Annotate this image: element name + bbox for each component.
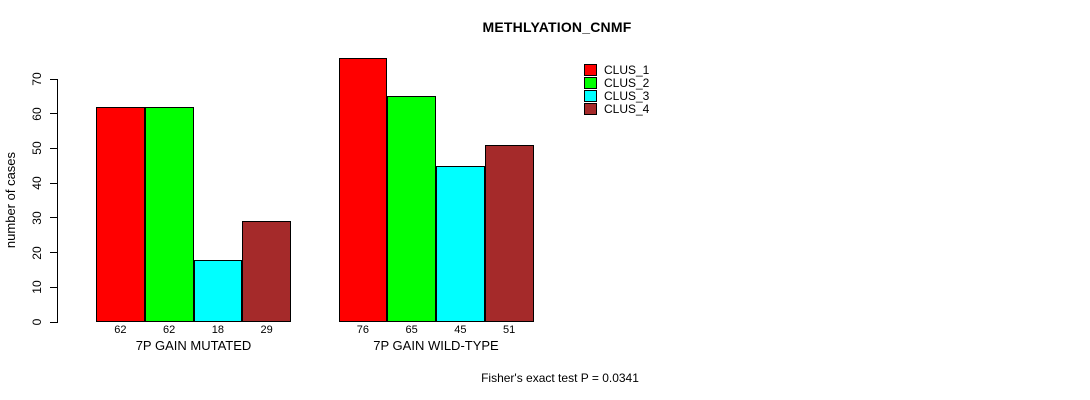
y-axis-line xyxy=(57,79,58,323)
stat-annotation: Fisher's exact test P = 0.0341 xyxy=(481,371,639,385)
bar-value-label: 65 xyxy=(405,324,418,336)
y-tick xyxy=(50,113,58,115)
y-tick-label: 70 xyxy=(30,72,44,86)
y-axis-label: number of cases xyxy=(3,151,18,249)
bar-value-label: 51 xyxy=(503,324,516,336)
bar-value-label: 29 xyxy=(260,324,273,336)
bar-clus_1 xyxy=(96,106,145,322)
y-tick xyxy=(50,182,58,184)
y-tick-label: 60 xyxy=(30,107,44,121)
y-tick-label: 20 xyxy=(30,245,44,260)
bar-value-label: 76 xyxy=(356,324,369,336)
bar-value-label: 62 xyxy=(114,324,127,336)
legend-label: CLUS_3 xyxy=(604,89,650,104)
bar-clus_2 xyxy=(144,106,194,322)
y-tick-label: 10 xyxy=(30,280,44,294)
y-tick xyxy=(50,78,58,80)
bar-value-label: 18 xyxy=(211,324,224,336)
legend-label: CLUS_2 xyxy=(604,76,650,91)
chart-title: METHLYATION_CNMF xyxy=(482,19,632,35)
y-tick-label: 40 xyxy=(30,176,44,190)
y-tick xyxy=(50,321,58,323)
bar-clus_4 xyxy=(484,144,534,322)
bar-value-label: 45 xyxy=(454,324,467,336)
legend-swatch xyxy=(584,64,597,76)
bar-clus_3 xyxy=(193,259,243,322)
y-tick xyxy=(50,217,58,219)
y-tick xyxy=(50,286,58,288)
legend-label: CLUS_4 xyxy=(604,102,650,117)
legend-swatch xyxy=(584,103,597,116)
y-tick xyxy=(50,147,58,149)
legend-swatch xyxy=(584,77,597,90)
y-tick-label: 0 xyxy=(30,318,44,326)
bar-clus_1 xyxy=(338,58,388,322)
x-group-label: 7P GAIN MUTATED xyxy=(135,338,252,353)
x-group-label: 7P GAIN WILD-TYPE xyxy=(373,338,499,353)
legend-swatch xyxy=(584,90,597,103)
y-tick xyxy=(50,252,58,254)
y-tick-label: 50 xyxy=(30,141,44,156)
y-tick-label: 30 xyxy=(30,211,44,225)
bar-clus_2 xyxy=(387,96,436,322)
bar-clus_3 xyxy=(436,165,485,322)
legend-label: CLUS_1 xyxy=(604,63,650,77)
bar-clus_4 xyxy=(242,221,291,322)
bar-value-label: 62 xyxy=(163,324,176,336)
